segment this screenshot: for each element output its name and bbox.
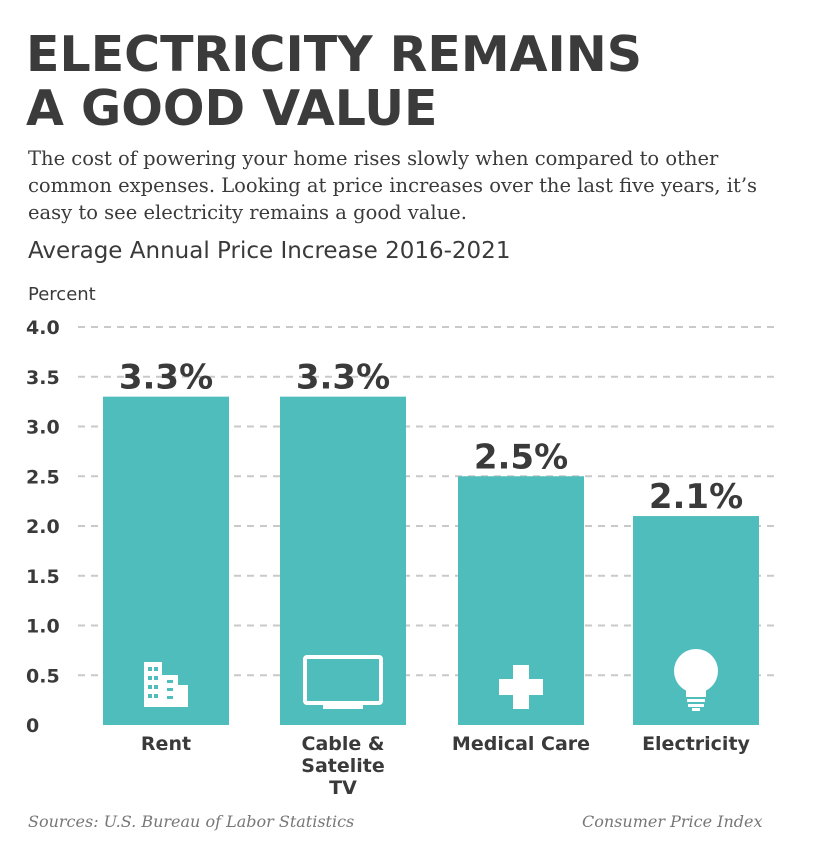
- y-axis-label: Percent: [28, 284, 96, 305]
- tv-icon: [303, 655, 383, 709]
- sources-note: Sources: U.S. Bureau of Labor Statistics: [28, 812, 355, 831]
- y-tick-label: 3.0: [26, 417, 60, 439]
- bar: [280, 396, 406, 725]
- category-label: Rent: [141, 733, 191, 755]
- bar: [103, 396, 229, 725]
- category-label: Cable &: [302, 733, 385, 755]
- building-icon: [144, 662, 188, 707]
- y-tick-label: 3.5: [26, 367, 60, 389]
- data-label: 2.5%: [474, 437, 568, 477]
- headline-line-1: ELECTRICITY REMAINS: [26, 26, 643, 83]
- intro-line-3: easy to see electricity remains a good v…: [28, 201, 467, 224]
- index-name-note: Consumer Price Index: [582, 812, 763, 831]
- intro-line-2: common expenses. Looking at price increa…: [28, 174, 758, 197]
- y-tick-label: 1.5: [26, 566, 60, 588]
- lightbulb-icon: [674, 649, 718, 711]
- headline: ELECTRICITY REMAINS A GOOD VALUE: [26, 28, 642, 136]
- headline-line-2: A GOOD VALUE: [26, 80, 438, 137]
- category-label: Electricity: [642, 733, 750, 755]
- intro-line-1: The cost of powering your home rises slo…: [28, 147, 719, 170]
- y-tick-label: 0.5: [26, 665, 60, 687]
- y-tick-label: 0: [26, 715, 39, 737]
- y-tick-label: 4.0: [26, 317, 60, 339]
- medical-cross-icon: [499, 665, 543, 709]
- intro-paragraph: The cost of powering your home rises slo…: [28, 145, 818, 226]
- y-tick-label: 1.0: [26, 616, 60, 638]
- y-tick-label: 2.0: [26, 516, 60, 538]
- chart-title: Average Annual Price Increase 2016-2021: [28, 238, 511, 264]
- category-label: Satelite: [301, 755, 384, 777]
- category-label: TV: [329, 777, 357, 799]
- data-label: 3.3%: [296, 358, 390, 398]
- data-label: 3.3%: [119, 358, 213, 398]
- category-label: Medical Care: [452, 733, 590, 755]
- data-label: 2.1%: [649, 477, 743, 517]
- y-tick-label: 2.5: [26, 466, 60, 488]
